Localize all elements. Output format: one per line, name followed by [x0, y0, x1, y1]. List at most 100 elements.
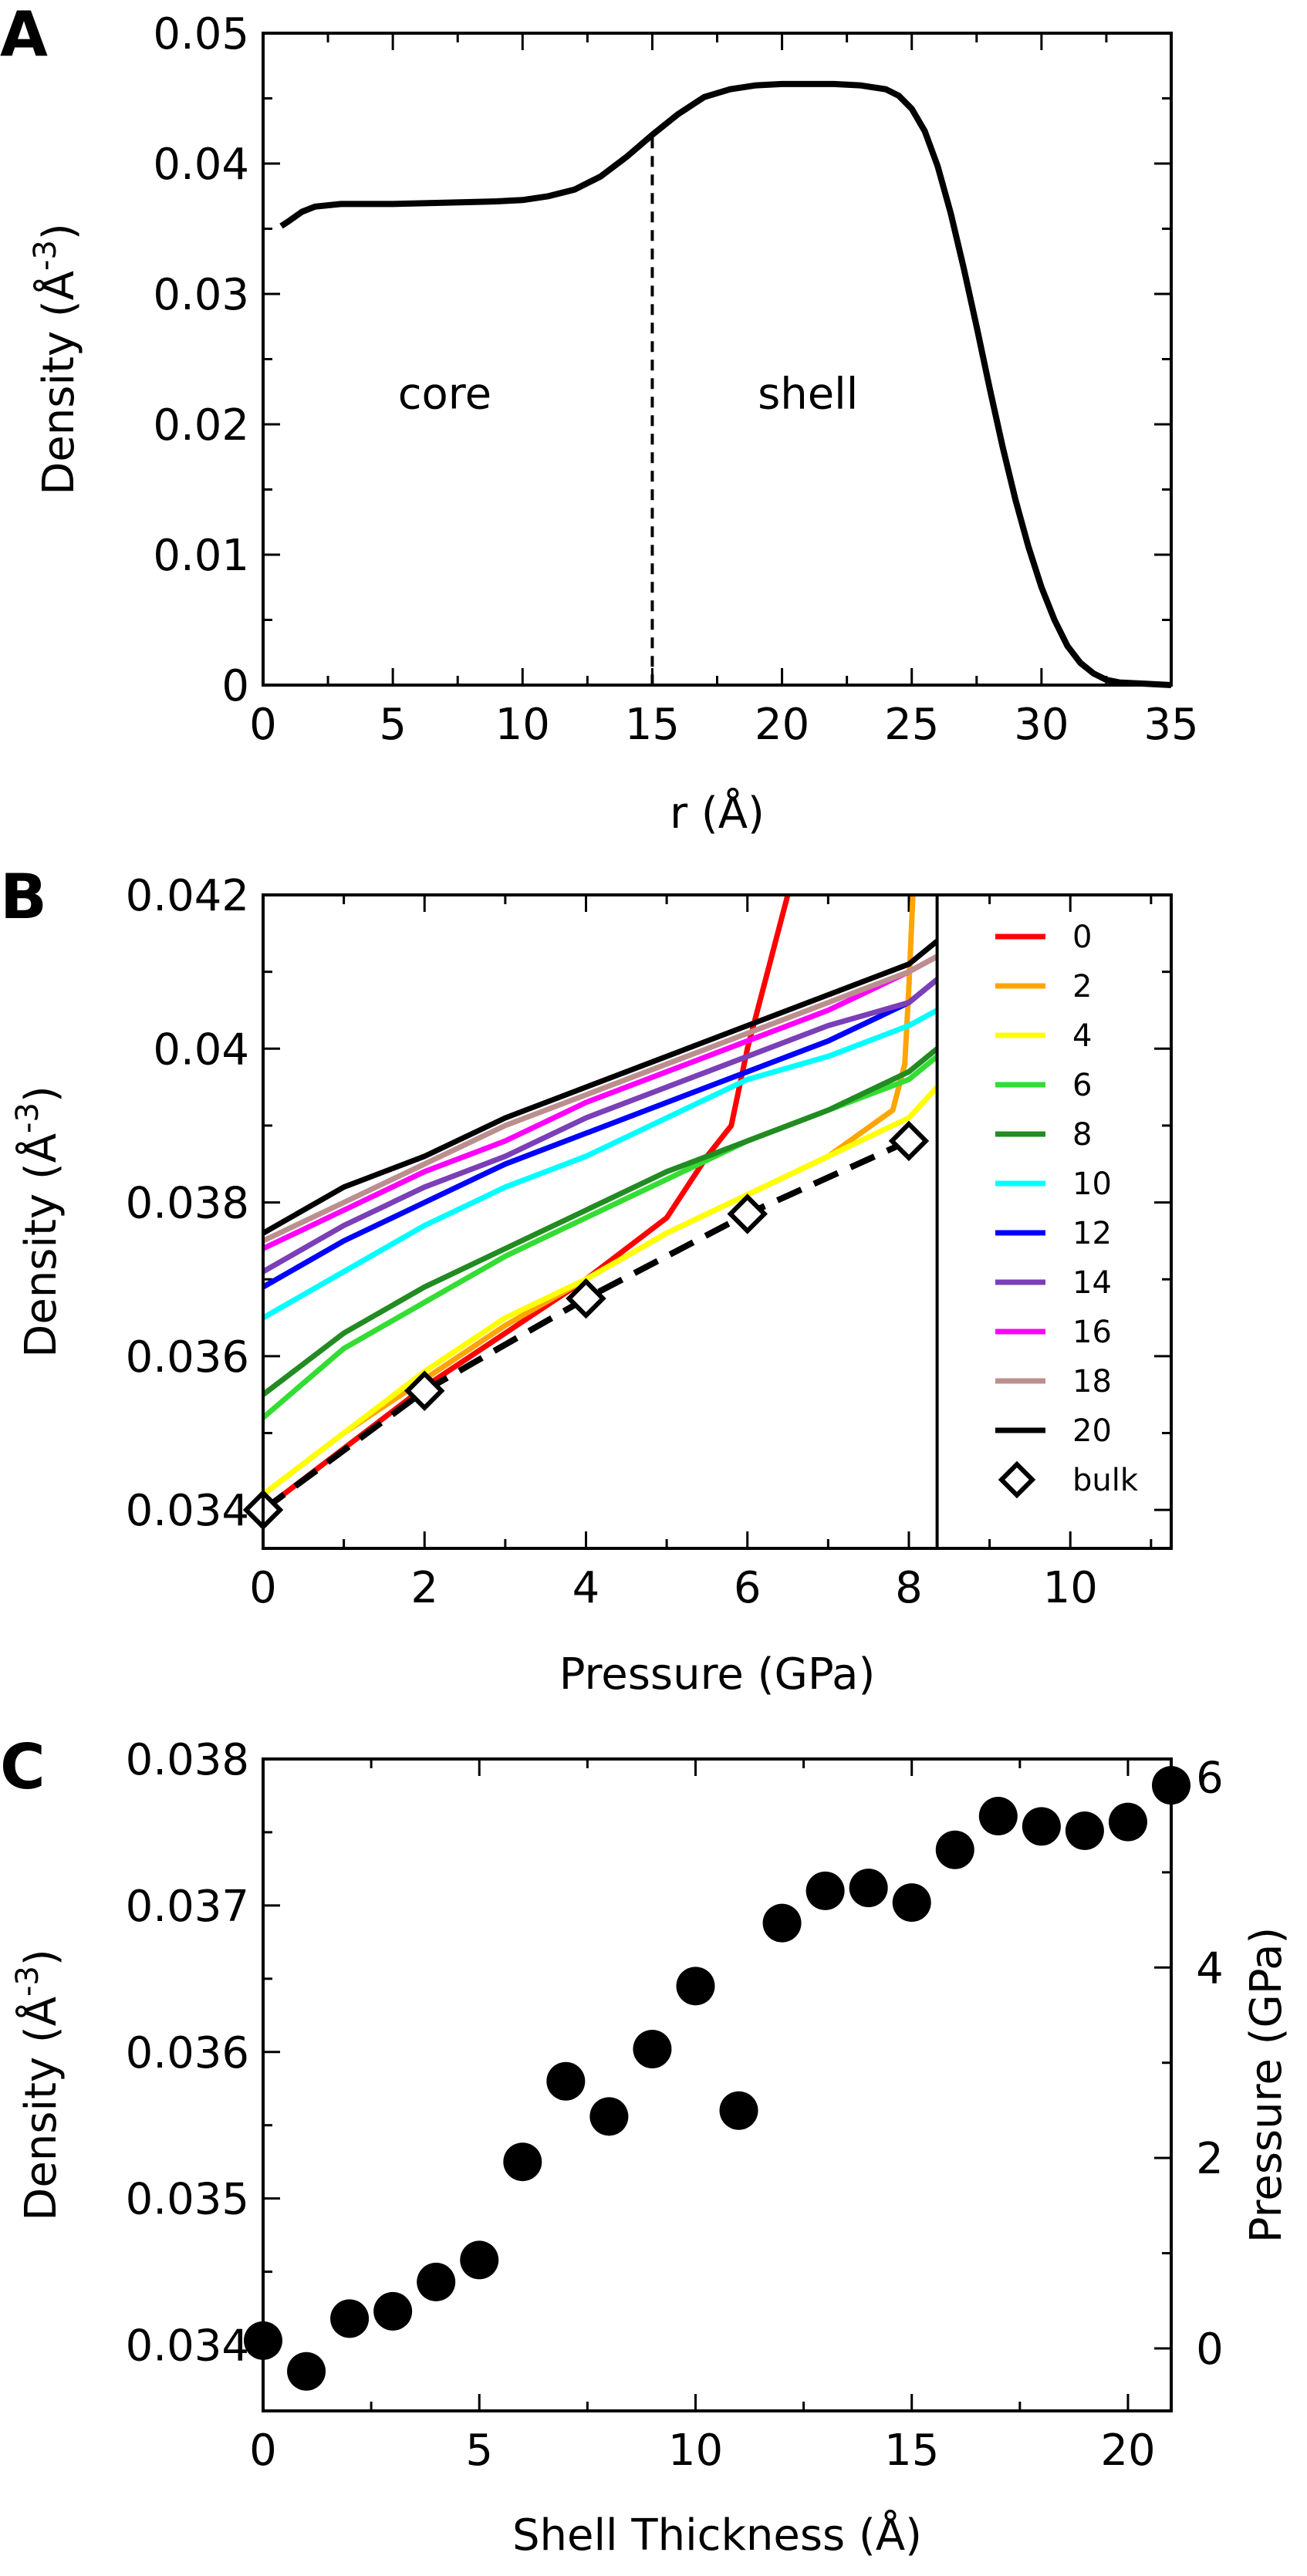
- panel-b-legend: 0 2 4 6 8 10 12 14 16 18 20 bulk: [995, 920, 1139, 1499]
- panel-a-y-axis-label: Density (Å-3): [28, 223, 84, 495]
- x-tick-label: 35: [1143, 700, 1198, 750]
- panel-a-plot: core shell: [279, 80, 1172, 688]
- x-tick-label: 6: [734, 1563, 762, 1613]
- bulk-marker: [404, 1370, 445, 1411]
- y-tick-label: 0.036: [126, 1332, 249, 1383]
- data-point: [417, 2262, 456, 2301]
- data-point: [676, 1967, 715, 2006]
- y-tick-label: 0.035: [126, 2175, 249, 2225]
- data-point: [849, 1869, 888, 1908]
- data-point: [978, 1797, 1018, 1836]
- x-tick-label: 8: [895, 1563, 923, 1613]
- panel-c-y-axis-label: Density (Å-3): [10, 1949, 66, 2221]
- legend-label-4: 4: [1072, 1018, 1092, 1054]
- y2-tick-label: 4: [1196, 1943, 1224, 1994]
- panel-a-ticks: 0 5 10 15 20 25 30 35 0 0.01 0.02 0.03 0.04 0.05: [153, 9, 1198, 750]
- x-tick-label: 0: [249, 2426, 277, 2476]
- x-tick-label: 5: [465, 2426, 493, 2476]
- y-tick-label: 0: [221, 661, 249, 711]
- y-tick-label: 0.037: [126, 1882, 249, 1932]
- series-line-6: [263, 1054, 937, 1420]
- x-tick-label: 30: [1014, 700, 1069, 750]
- panel-b: B 0 2 4 6 8 10 0.034 0.036 0.038 0.04 0.042 0 2 4 6 8 1…: [0, 861, 1173, 1700]
- y-tick-label: 0.03: [153, 270, 249, 320]
- data-point: [330, 2299, 370, 2338]
- x-tick-label: 20: [755, 700, 809, 750]
- series-line-14: [263, 977, 937, 1274]
- data-point: [935, 1830, 974, 1869]
- series-line-12: [263, 977, 937, 1290]
- y-tick-label: 0.04: [153, 140, 249, 190]
- y2-tick-label: 6: [1196, 1753, 1224, 1803]
- y-tick-label: 0.038: [126, 1735, 249, 1785]
- data-point: [287, 2351, 326, 2391]
- legend-label-bulk: bulk: [1072, 1463, 1139, 1498]
- legend-label-6: 6: [1072, 1068, 1092, 1103]
- series-line-10: [263, 1008, 937, 1321]
- panel-b-y-axis-label: Density (Å-3): [10, 1085, 66, 1358]
- panel-b-ticks: 0 2 4 6 8 10 0.034 0.036 0.038 0.04 0.042: [126, 871, 1171, 1613]
- y-tick-label: 0.02: [153, 400, 249, 451]
- y-tick-label: 0.034: [126, 2321, 249, 2372]
- x-tick-label: 20: [1100, 2426, 1155, 2476]
- panel-c-x-axis-label: Shell Thickness (Å): [512, 2510, 922, 2561]
- y-tick-label: 0.042: [126, 871, 249, 921]
- x-tick-label: 5: [379, 700, 407, 750]
- density-profile-line: [279, 80, 1172, 688]
- data-point: [373, 2291, 413, 2331]
- y-tick-label: 0.01: [153, 531, 249, 581]
- data-point: [762, 1903, 802, 1943]
- y-tick-label: 0.05: [153, 9, 249, 59]
- bulk-marker: [727, 1193, 768, 1234]
- legend-swatch-bulk: [998, 1460, 1036, 1499]
- panel-c-y2-axis-label: Pressure (GPa): [1241, 1927, 1292, 2243]
- panel-a-label: A: [0, 0, 48, 70]
- legend-label-8: 8: [1072, 1117, 1092, 1153]
- core-annotation: core: [398, 370, 491, 420]
- legend-label-2: 2: [1072, 969, 1092, 1004]
- x-tick-label: 10: [495, 700, 550, 750]
- panel-a-x-axis-label: r (Å): [670, 788, 765, 839]
- panel-c: C 0 5 10 15 200.0340.0350.0360.0370.0380246 …: [0, 1731, 1292, 2561]
- data-point: [546, 2061, 586, 2101]
- legend-label-18: 18: [1072, 1364, 1112, 1399]
- data-point: [892, 1883, 931, 1923]
- data-point: [460, 2240, 499, 2280]
- series-line-16: [263, 954, 937, 1251]
- panel-b-x-axis-label: Pressure (GPa): [559, 1649, 876, 1700]
- series-line-20: [263, 939, 937, 1236]
- series-line-4: [263, 1085, 937, 1497]
- data-point: [719, 2091, 758, 2130]
- data-point: [1065, 1811, 1104, 1851]
- x-tick-label: 10: [1043, 1563, 1098, 1613]
- y2-tick-label: 2: [1196, 2134, 1224, 2184]
- legend-label-20: 20: [1072, 1413, 1112, 1449]
- y-tick-label: 0.036: [126, 2028, 249, 2078]
- x-tick-label: 0: [249, 700, 277, 750]
- panel-a-frame: [262, 32, 1173, 687]
- x-tick-label: 15: [884, 2426, 939, 2476]
- panel-c-frame: [262, 1757, 1173, 2412]
- bulk-marker: [888, 1120, 930, 1162]
- x-tick-label: 4: [572, 1563, 600, 1613]
- x-tick-label: 25: [884, 700, 939, 750]
- shell-annotation: shell: [758, 370, 858, 420]
- y-tick-label: 0.038: [126, 1179, 249, 1229]
- panel-c-label: C: [0, 1731, 46, 1803]
- panel-b-label: B: [0, 861, 47, 933]
- x-tick-label: 0: [249, 1563, 277, 1613]
- data-point: [805, 1871, 845, 1910]
- panel-b-plot: [242, 895, 939, 1548]
- data-point: [1108, 1802, 1147, 1842]
- y-tick-label: 0.04: [153, 1025, 249, 1075]
- series-line-18: [263, 954, 937, 1244]
- legend-label-0: 0: [1072, 920, 1092, 955]
- panel-c-ticks: 0 5 10 15 20 0.034 0.035 0.036 0.037 0.038 0 2 4 6: [126, 1735, 1224, 2476]
- legend-label-10: 10: [1072, 1166, 1112, 1202]
- data-point: [589, 2097, 629, 2136]
- y-tick-label: 0.034: [126, 1486, 249, 1536]
- legend-label-16: 16: [1072, 1315, 1112, 1350]
- x-tick-label: 15: [625, 700, 680, 750]
- series-line-8: [263, 1046, 937, 1397]
